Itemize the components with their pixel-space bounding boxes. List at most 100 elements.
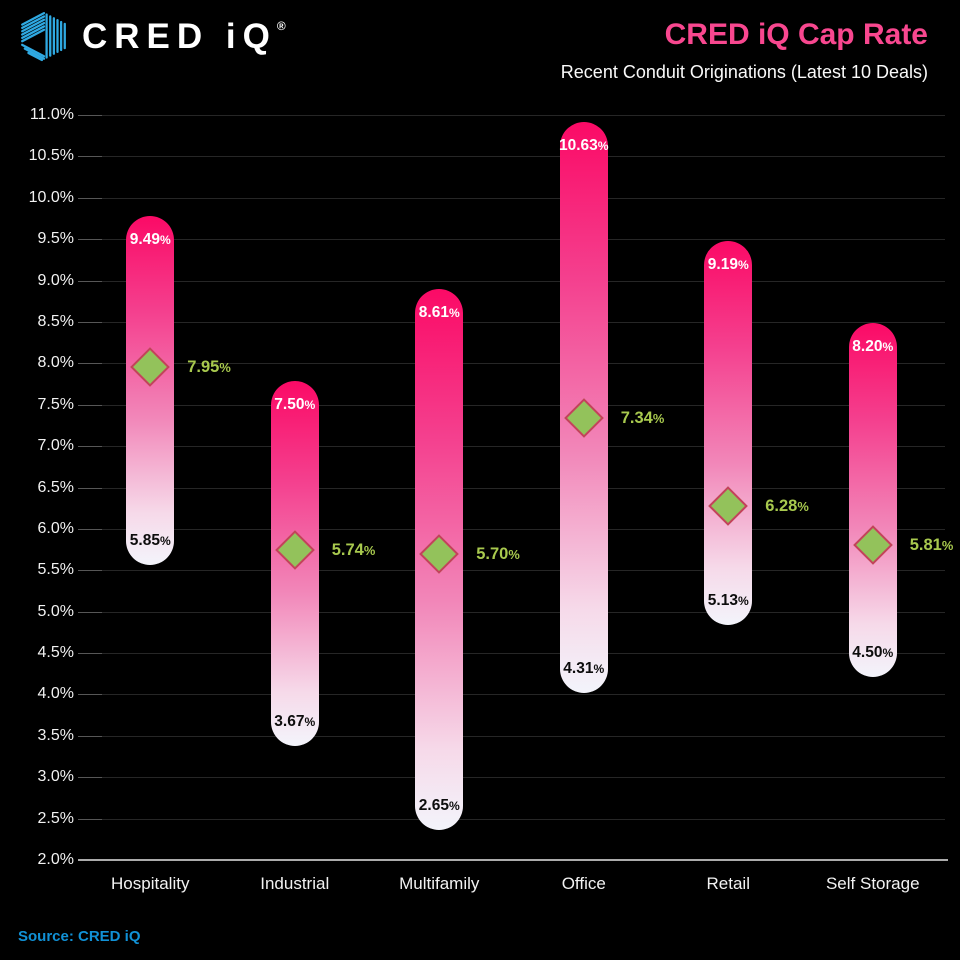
y-tick-mark-5.5% [78, 570, 102, 572]
x-category-label-industrial: Industrial [260, 874, 330, 893]
max-value-label-office: 10.63% [558, 136, 609, 154]
gridline-8.5% [78, 321, 945, 323]
gridline-3.5% [78, 735, 945, 737]
y-tick-label-2.0%: 2.0% [37, 851, 74, 868]
max-value-label-self-storage: 8.20% [852, 337, 894, 355]
max-value-label-multifamily: 8.61% [418, 303, 460, 321]
y-tick-mark-9.0% [78, 280, 102, 282]
gridline-3.0% [78, 777, 945, 779]
range-bar-self-storage [848, 322, 897, 678]
percent-sign: % [159, 534, 171, 549]
gridline-4.0% [78, 694, 945, 696]
y-tick-label-2.5%: 2.5% [37, 809, 74, 827]
y-tick-label-5.5%: 5.5% [37, 561, 74, 579]
x-category-label-office: Office [561, 874, 606, 893]
gridline-5.0% [78, 611, 945, 613]
y-tick-mark-10.0% [78, 197, 102, 199]
y-tick-label-3.5%: 3.5% [37, 726, 74, 744]
percent-sign: % [797, 498, 809, 514]
x-category-label-hospitality: Hospitality [111, 874, 190, 893]
percent-sign: % [159, 232, 171, 247]
x-axis-line [78, 859, 948, 861]
range-bar-retail [704, 240, 753, 625]
min-value-label-self-storage: 4.50% [852, 644, 894, 662]
percent-sign: % [448, 305, 460, 320]
y-tick-mark-7.0% [78, 446, 102, 448]
y-tick-label-7.5%: 7.5% [37, 395, 74, 413]
cred-iq-logo-icon [21, 12, 66, 62]
y-tick-mark-6.5% [78, 487, 102, 489]
y-tick-label-6.5%: 6.5% [37, 478, 74, 496]
percent-sign: % [448, 799, 460, 814]
percent-sign: % [652, 410, 665, 426]
max-value-label-retail: 9.19% [707, 255, 749, 273]
source-attribution: Source: CRED iQ [18, 928, 141, 945]
range-bar-hospitality [126, 215, 175, 566]
y-tick-label-7.0%: 7.0% [37, 437, 74, 455]
percent-sign: % [737, 593, 749, 608]
gridline-10.0% [78, 197, 945, 199]
average-value-label-self-storage: 5.81% [909, 535, 954, 554]
x-category-label-retail: Retail [706, 874, 750, 893]
max-value-label-hospitality: 9.49% [129, 230, 171, 248]
y-tick-label-3.0%: 3.0% [37, 768, 74, 786]
average-value-label-hospitality: 7.95% [187, 358, 231, 377]
y-tick-label-6.0%: 6.0% [37, 519, 74, 537]
y-tick-label-8.0%: 8.0% [37, 354, 74, 372]
gridline-7.0% [78, 446, 945, 448]
percent-sign: % [882, 339, 894, 354]
y-tick-label-4.5%: 4.5% [37, 644, 74, 662]
gridline-2.5% [78, 818, 945, 820]
average-value-label-multifamily: 5.70% [476, 544, 520, 563]
percent-sign: % [304, 397, 316, 412]
percent-sign: % [304, 714, 316, 729]
gridline-9.0% [78, 280, 945, 282]
average-value-label-industrial: 5.74% [331, 541, 376, 560]
gridline-10.5% [78, 156, 945, 158]
y-tick-mark-10.5% [78, 156, 102, 158]
gridline-7.5% [78, 404, 945, 406]
y-tick-label-11.0%: 11.0% [29, 106, 74, 123]
min-value-label-hospitality: 5.85% [129, 532, 171, 550]
min-value-label-multifamily: 2.65% [418, 797, 460, 815]
y-tick-label-8.5%: 8.5% [37, 312, 74, 330]
y-tick-label-10.5%: 10.5% [28, 147, 74, 165]
registered-trademark: ® [276, 19, 286, 33]
gridline-9.5% [78, 239, 945, 241]
max-value-label-industrial: 7.50% [274, 395, 316, 413]
x-category-label-self-storage: Self Storage [825, 874, 920, 893]
brand-wordmark: CRED iQ® [82, 17, 286, 57]
gridline-4.5% [78, 653, 945, 655]
percent-sign: % [363, 543, 376, 559]
y-tick-mark-8.0% [78, 363, 102, 365]
y-tick-mark-5.0% [78, 611, 102, 613]
brand-name: CRED iQ [82, 17, 277, 56]
y-tick-mark-2.5% [78, 818, 102, 820]
y-tick-mark-7.5% [78, 404, 102, 406]
y-tick-mark-11.0% [78, 115, 102, 116]
gridline-8.0% [78, 363, 945, 365]
gridline-11.0% [78, 115, 945, 116]
average-value-label-retail: 6.28% [765, 496, 809, 515]
percent-sign: % [597, 138, 609, 153]
percent-sign: % [219, 360, 231, 376]
chart-title: CRED iQ Cap Rate [664, 18, 928, 51]
y-tick-mark-8.5% [78, 321, 102, 323]
gridline-5.5% [78, 570, 945, 572]
y-tick-mark-3.5% [78, 735, 102, 737]
min-value-label-industrial: 3.67% [274, 712, 316, 730]
percent-sign: % [737, 257, 749, 272]
percent-sign: % [508, 546, 520, 562]
y-tick-mark-4.5% [78, 653, 102, 655]
y-tick-mark-6.0% [78, 528, 102, 530]
y-tick-label-5.0%: 5.0% [37, 602, 74, 620]
y-tick-label-10.0%: 10.0% [28, 188, 74, 206]
gridline-6.0% [78, 528, 945, 530]
y-tick-label-4.0%: 4.0% [37, 685, 74, 703]
y-tick-mark-9.5% [78, 239, 102, 241]
y-tick-mark-3.0% [78, 777, 102, 779]
min-value-label-office: 4.31% [563, 659, 605, 677]
y-tick-label-9.0%: 9.0% [37, 271, 74, 289]
